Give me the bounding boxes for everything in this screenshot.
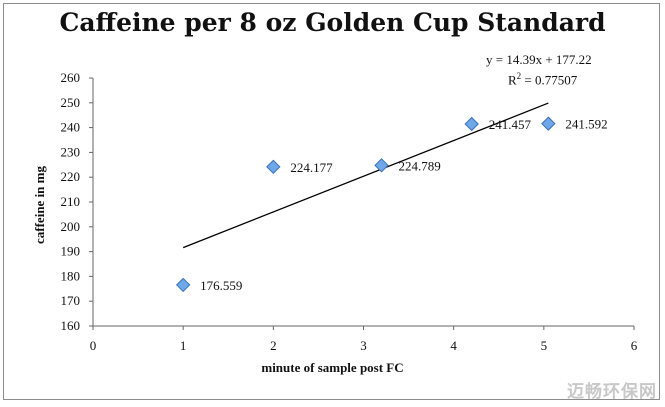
chart-frame (3, 3, 660, 400)
y-tick-label: 260 (61, 70, 81, 85)
trendline (182, 102, 549, 249)
data-point-marker (266, 159, 281, 175)
x-tick-label: 6 (631, 338, 638, 353)
x-axis-label: minute of sample post FC (261, 360, 404, 375)
data-label: 224.789 (399, 158, 441, 173)
x-tick-label: 2 (270, 338, 277, 353)
y-tick-label: 220 (61, 169, 81, 184)
x-tick-label: 5 (541, 338, 548, 353)
data-label: 241.592 (565, 117, 607, 132)
trendline-equation: y = 14.39x + 177.22 (486, 52, 592, 67)
data-point-marker (464, 116, 479, 132)
y-tick-label: 240 (61, 120, 81, 135)
data-label: 241.457 (489, 117, 532, 132)
data-label: 224.177 (290, 160, 333, 175)
y-tick-label: 210 (61, 194, 81, 209)
data-point-marker (541, 116, 556, 131)
y-tick-label: 180 (61, 268, 81, 283)
y-tick-label: 230 (61, 144, 81, 159)
y-tick-label: 250 (61, 95, 81, 110)
y-axis-label: caffeine in mg (32, 166, 47, 244)
y-tick-label: 190 (61, 244, 81, 259)
x-tick-label: 4 (450, 338, 457, 353)
y-tick-label: 160 (61, 318, 81, 333)
y-tick-label: 170 (61, 293, 81, 308)
r-squared: R2 = 0.77507 (486, 68, 592, 88)
y-tick-label: 200 (61, 219, 81, 234)
r-squared-prefix: R (508, 72, 517, 88)
x-tick-label: 3 (360, 338, 367, 353)
r-squared-value: = 0.77507 (521, 72, 578, 88)
chart-title: Caffeine per 8 oz Golden Cup Standard (59, 8, 606, 37)
data-label: 176.559 (200, 278, 242, 293)
data-point-marker (175, 277, 191, 293)
x-tick-label: 1 (180, 338, 187, 353)
watermark: 迈畅环保网 (567, 382, 657, 402)
x-tick-label: 0 (90, 338, 97, 353)
data-point-marker (374, 158, 389, 173)
r-squared-sup: 2 (516, 71, 522, 81)
trendline-equation-block: y = 14.39x + 177.22 R2 = 0.77507 (486, 52, 592, 88)
